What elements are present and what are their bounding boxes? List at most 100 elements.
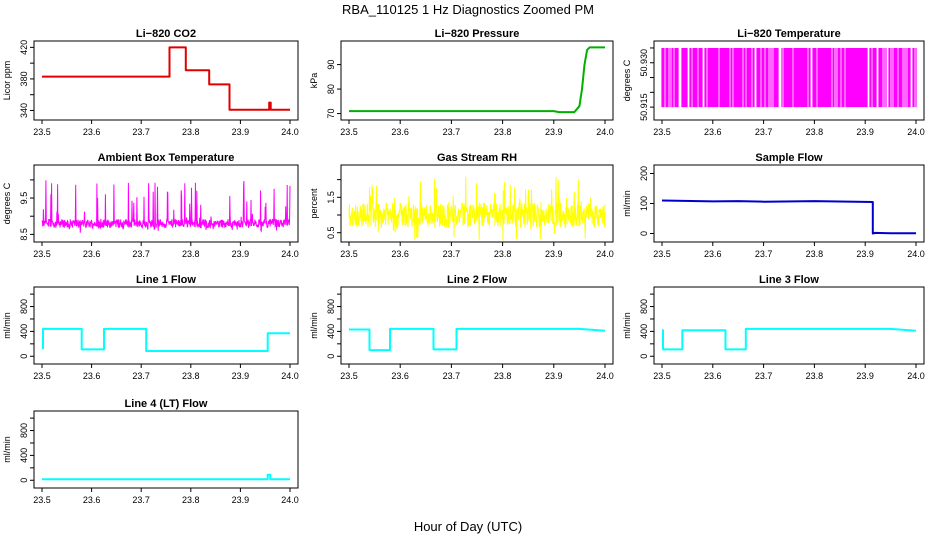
x-tick-label: 23.9 bbox=[232, 495, 250, 505]
x-tick-label: 24.0 bbox=[596, 371, 614, 381]
panel-title: Line 3 Flow bbox=[759, 274, 819, 286]
x-tick-label: 23.6 bbox=[704, 127, 722, 137]
y-axis-label: ml/min bbox=[2, 436, 12, 463]
x-tick-label: 23.5 bbox=[33, 249, 51, 259]
x-tick-label: 23.6 bbox=[704, 371, 722, 381]
y-tick-label: 800 bbox=[19, 299, 29, 314]
chart-panel-4: Ambient Box Temperature degrees C 23.5 23.6… bbox=[2, 152, 299, 259]
x-tick-label: 23.6 bbox=[391, 127, 409, 137]
x-tick-label: 23.8 bbox=[494, 127, 512, 137]
y-tick-label: 0.5 bbox=[326, 226, 336, 239]
x-tick-label: 23.7 bbox=[132, 495, 150, 505]
y-tick-label: 400 bbox=[326, 324, 336, 339]
plot-frame bbox=[340, 286, 614, 365]
x-tick-label: 23.7 bbox=[443, 249, 461, 259]
y-tick-label: 9.5 bbox=[19, 192, 29, 205]
y-tick-label: 800 bbox=[326, 299, 336, 314]
plot-frame bbox=[653, 164, 925, 243]
chart-panel-10: Line 4 (LT) Flow ml/min 23.5 23.6 23.7 23.8 23… bbox=[2, 398, 299, 505]
series-line bbox=[42, 327, 290, 352]
y-axis-label: ml/min bbox=[622, 312, 632, 339]
x-tick-label: 23.7 bbox=[132, 127, 150, 137]
plot-data bbox=[662, 327, 917, 351]
x-tick-label: 24.0 bbox=[907, 371, 925, 381]
series-line bbox=[42, 473, 290, 481]
panel-title: Line 2 Flow bbox=[447, 274, 507, 286]
y-axis-label: ml/min bbox=[2, 312, 12, 339]
x-tick-label: 24.0 bbox=[596, 127, 614, 137]
y-tick-label: 400 bbox=[639, 324, 649, 339]
plot-frame bbox=[33, 164, 299, 243]
y-axis-label: Licor ppm bbox=[2, 61, 12, 101]
x-tick-label: 23.8 bbox=[494, 371, 512, 381]
y-tick-label: 1.5 bbox=[326, 191, 336, 204]
x-tick-label: 23.9 bbox=[545, 249, 563, 259]
chart-panel-7: Line 1 Flow ml/min 23.5 23.6 23.7 23.8 23.9 24.… bbox=[2, 274, 299, 381]
x-tick-label: 24.0 bbox=[281, 249, 299, 259]
y-tick-label: 420 bbox=[19, 40, 29, 55]
x-tick-label: 23.7 bbox=[755, 249, 773, 259]
x-tick-label: 23.6 bbox=[704, 249, 722, 259]
x-tick-label: 23.5 bbox=[340, 249, 358, 259]
x-tick-label: 23.8 bbox=[182, 495, 200, 505]
x-tick-label: 23.6 bbox=[83, 371, 101, 381]
x-tick-label: 23.7 bbox=[132, 249, 150, 259]
chart-panel-2: Li−820 Pressure kPa 23.5 23.6 23.7 23.8 23.9 24… bbox=[309, 28, 614, 137]
y-tick-label: 70 bbox=[326, 109, 336, 119]
x-tick-label: 23.6 bbox=[83, 127, 101, 137]
plot-data bbox=[42, 46, 290, 111]
x-tick-label: 23.5 bbox=[33, 127, 51, 137]
y-tick-label: 80 bbox=[326, 84, 336, 94]
y-tick-label: 380 bbox=[19, 71, 29, 86]
x-tick-label: 23.8 bbox=[182, 127, 200, 137]
x-tick-label: 23.5 bbox=[653, 127, 671, 137]
x-tick-label: 23.9 bbox=[856, 127, 874, 137]
panel-title: Sample Flow bbox=[755, 152, 823, 164]
x-tick-label: 24.0 bbox=[281, 371, 299, 381]
x-tick-label: 23.5 bbox=[653, 249, 671, 259]
figure-title: RBA_110125 1 Hz Diagnostics Zoomed PM bbox=[342, 2, 594, 17]
x-tick-label: 23.6 bbox=[391, 249, 409, 259]
plot-data bbox=[349, 327, 606, 352]
x-tick-label: 23.8 bbox=[182, 371, 200, 381]
plot-data bbox=[348, 176, 606, 241]
plot-data bbox=[41, 180, 291, 233]
x-tick-label: 23.7 bbox=[132, 371, 150, 381]
x-tick-label: 23.8 bbox=[182, 249, 200, 259]
y-tick-label: 800 bbox=[19, 423, 29, 438]
chart-panel-9: Line 3 Flow ml/min 23.5 23.6 23.7 23.8 23.9 24.… bbox=[622, 274, 925, 381]
plot-frame bbox=[33, 286, 299, 365]
x-tick-label: 24.0 bbox=[281, 127, 299, 137]
series-line bbox=[41, 180, 291, 233]
y-tick-label: 0 bbox=[639, 231, 649, 236]
x-tick-label: 24.0 bbox=[907, 249, 925, 259]
y-axis-label: degrees C bbox=[622, 59, 632, 101]
panel-title: Gas Stream RH bbox=[437, 152, 517, 164]
x-tick-label: 23.7 bbox=[755, 371, 773, 381]
y-tick-label: 0 bbox=[19, 354, 29, 359]
x-tick-label: 23.9 bbox=[232, 249, 250, 259]
chart-panel-3: Li−820 Temperature degrees C 23.5 23.6 23.7 2… bbox=[622, 28, 925, 137]
x-tick-label: 23.7 bbox=[443, 371, 461, 381]
plot-data bbox=[661, 199, 916, 235]
y-tick-label: 90 bbox=[326, 60, 336, 70]
panel-title: Line 4 (LT) Flow bbox=[125, 398, 208, 410]
y-axis-label: ml/min bbox=[309, 312, 319, 339]
panel-title: Ambient Box Temperature bbox=[98, 152, 235, 164]
y-tick-label: 400 bbox=[19, 448, 29, 463]
x-tick-label: 24.0 bbox=[907, 127, 925, 137]
x-tick-label: 23.8 bbox=[806, 249, 824, 259]
chart-panel-6: Sample Flow ml/min 23.5 23.6 23.7 23.8 23.9 24.… bbox=[622, 152, 925, 259]
y-tick-label: 340 bbox=[19, 103, 29, 118]
panel-title: Li−820 Pressure bbox=[435, 28, 520, 40]
x-tick-label: 23.8 bbox=[806, 371, 824, 381]
y-tick-label: 8.5 bbox=[19, 228, 29, 241]
plot-frame bbox=[33, 410, 299, 489]
plot-data bbox=[42, 327, 290, 352]
x-tick-label: 23.7 bbox=[755, 127, 773, 137]
y-tick-label: 50.930 bbox=[639, 49, 649, 77]
x-tick-label: 23.9 bbox=[856, 371, 874, 381]
x-tick-label: 23.6 bbox=[391, 371, 409, 381]
plot-frame bbox=[340, 40, 614, 121]
